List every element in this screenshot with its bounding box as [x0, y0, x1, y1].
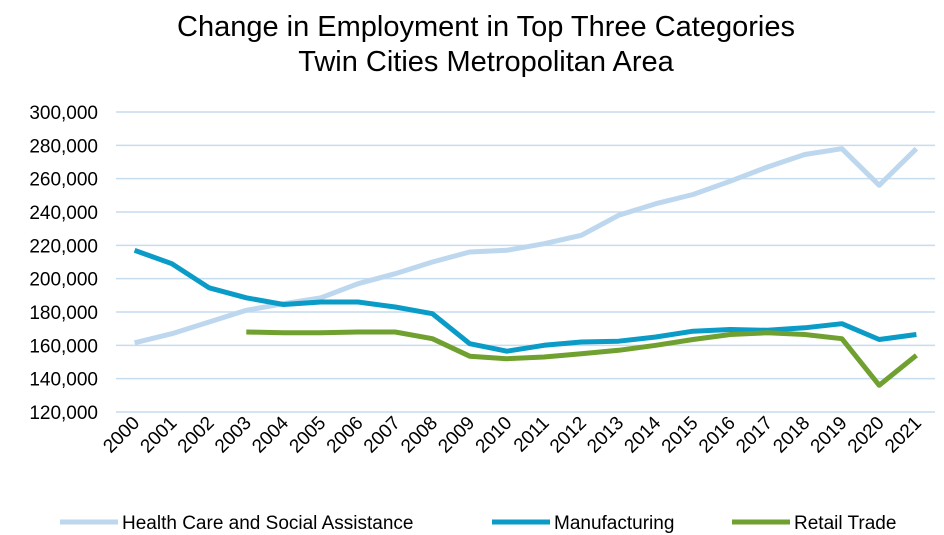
x-tick-label: 2009: [434, 413, 479, 458]
y-tick-label: 200,000: [29, 270, 98, 291]
x-tick-label: 2015: [658, 413, 703, 458]
gridlines: [116, 111, 935, 413]
x-tick-label: 2018: [769, 413, 814, 458]
y-tick-label: 160,000: [29, 336, 98, 357]
series-line-health-care-and-social-assistance: [134, 146, 919, 346]
x-tick-label: 2021: [881, 413, 926, 458]
y-tick-label: 240,000: [29, 203, 98, 224]
chart-title-group: Change in Employment in Top Three Catego…: [177, 11, 795, 78]
x-tick-label: 2006: [323, 413, 368, 458]
y-axis-tick-labels: 120,000 140,000 160,000 180,000 200,000 220,0…: [29, 103, 98, 424]
chart-title-line-1: Change in Employment in Top Three Catego…: [177, 11, 795, 43]
x-tick-label: 2019: [807, 413, 852, 458]
x-tick-label: 2014: [621, 412, 666, 457]
x-tick-label: 2003: [211, 413, 256, 458]
x-tick-label: 2001: [137, 413, 182, 458]
legend: Health Care and Social Assistance Manufac…: [60, 513, 896, 534]
legend-label-manufacturing: Manufacturing: [554, 513, 674, 534]
x-tick-label: 2005: [286, 413, 331, 458]
series-line-manufacturing: [133, 247, 917, 354]
x-tick-label: 2011: [510, 413, 554, 457]
y-tick-label: 220,000: [29, 236, 98, 257]
chart-title-line-2: Twin Cities Metropolitan Area: [298, 46, 674, 78]
y-tick-label: 280,000: [29, 136, 98, 157]
x-tick-label: 2010: [472, 413, 517, 458]
x-axis-tick-labels: 2000200120022003200420052006200720082009…: [99, 412, 926, 457]
series-line-retail-trade: [246, 329, 918, 388]
x-tick-label: 2016: [695, 413, 740, 458]
x-tick-label: 2017: [732, 413, 777, 458]
x-tick-label: 2002: [174, 413, 219, 458]
x-tick-label: 2000: [99, 413, 144, 458]
legend-label-health-care-and-social-assistance: Health Care and Social Assistance: [122, 513, 414, 534]
series-lines: [133, 146, 919, 388]
x-tick-label: 2004: [248, 412, 293, 457]
y-tick-label: 300,000: [29, 103, 98, 124]
legend-label-retail-trade: Retail Trade: [794, 513, 896, 534]
y-tick-label: 140,000: [29, 370, 98, 391]
x-tick-label: 2013: [583, 413, 628, 458]
x-tick-label: 2012: [546, 413, 591, 458]
x-tick-label: 2020: [844, 413, 889, 458]
y-tick-label: 260,000: [29, 170, 98, 191]
x-tick-label: 2008: [397, 413, 442, 458]
x-tick-label: 2007: [360, 413, 405, 458]
y-tick-label: 120,000: [29, 403, 98, 424]
y-tick-label: 180,000: [29, 303, 98, 324]
